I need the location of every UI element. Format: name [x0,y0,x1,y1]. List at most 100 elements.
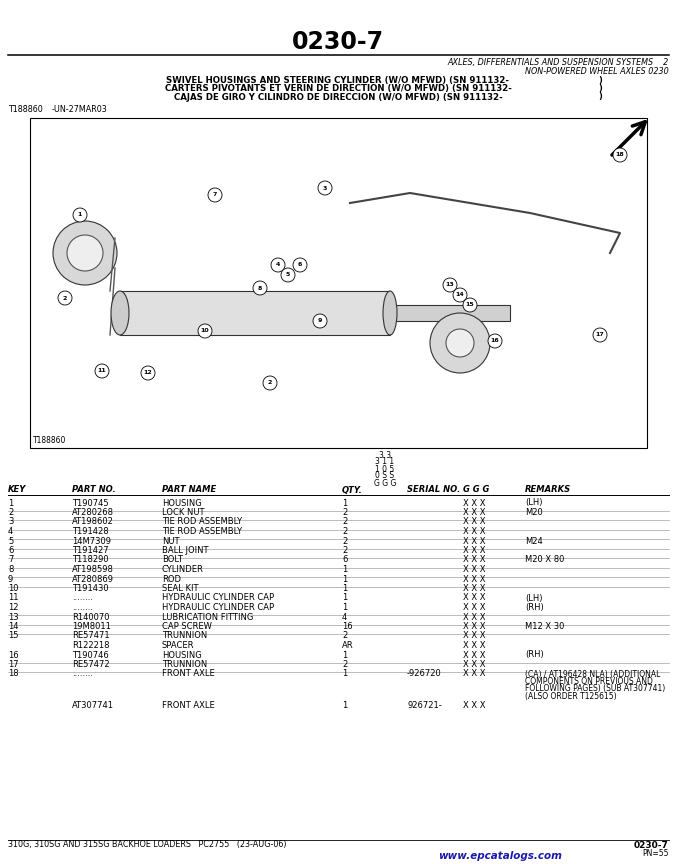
Text: G G G: G G G [463,486,489,494]
Text: X X X: X X X [463,508,485,517]
Text: 1 0 5: 1 0 5 [375,465,395,473]
Text: 2: 2 [8,508,14,517]
Text: 3: 3 [323,186,327,190]
Text: 12: 12 [144,371,152,376]
Text: 15: 15 [8,632,18,640]
Text: TRUNNION: TRUNNION [162,660,207,669]
Text: SEAL KIT: SEAL KIT [162,584,198,593]
Ellipse shape [383,291,397,335]
Text: 7: 7 [213,193,217,198]
Circle shape [453,288,467,302]
Text: 2: 2 [342,537,347,545]
Text: 17: 17 [8,660,19,669]
Text: 17: 17 [596,333,605,338]
Text: 4: 4 [8,527,14,536]
Circle shape [95,364,109,378]
Text: 10: 10 [200,328,209,334]
Text: 14M7309: 14M7309 [72,537,111,545]
Text: 5: 5 [286,272,290,277]
Text: X X X: X X X [463,499,485,507]
Text: X X X: X X X [463,537,485,545]
Text: T190745: T190745 [72,499,108,507]
Text: X X X: X X X [463,651,485,659]
Text: X X X: X X X [463,575,485,583]
Text: RE57472: RE57472 [72,660,110,669]
Text: X X X: X X X [463,556,485,564]
Text: FRONT AXLE: FRONT AXLE [162,670,215,678]
Text: www.epcatalogs.com: www.epcatalogs.com [438,851,562,861]
Text: NUT: NUT [162,537,179,545]
Text: X X X: X X X [463,518,485,526]
Text: QTY.: QTY. [342,486,363,494]
Text: ): ) [598,84,602,93]
Text: 1: 1 [8,499,14,507]
Circle shape [593,328,607,342]
Bar [30,118,647,448]
Text: AT198602: AT198602 [72,518,114,526]
Text: NON-POWERED WHEEL AXLES 0230: NON-POWERED WHEEL AXLES 0230 [525,67,669,75]
Text: 16: 16 [8,651,19,659]
Text: PART NO.: PART NO. [72,486,116,494]
Text: 8: 8 [8,565,14,574]
Text: 11: 11 [8,594,18,602]
Circle shape [313,314,327,328]
Text: REMARKS: REMARKS [525,486,571,494]
Text: 11: 11 [97,369,106,373]
Text: AXLES, DIFFERENTIALS AND SUSPENSION SYSTEMS    2: AXLES, DIFFERENTIALS AND SUSPENSION SYST… [447,58,669,67]
Text: T191427: T191427 [72,546,108,555]
Circle shape [73,208,87,222]
Circle shape [208,188,222,202]
Text: X X X: X X X [463,603,485,612]
Text: 18: 18 [8,670,19,678]
Text: FOLLOWING PAGES) (SUB AT307741): FOLLOWING PAGES) (SUB AT307741) [525,684,665,694]
Text: (LH): (LH) [525,594,542,602]
Text: 0230-7: 0230-7 [634,841,669,849]
Text: ........: ........ [72,670,93,678]
Circle shape [613,148,627,162]
Text: 14: 14 [8,622,18,631]
Text: 310G, 310SG AND 315SG BACKHOE LOADERS   PC2755   (23-AUG-06): 310G, 310SG AND 315SG BACKHOE LOADERS PC… [8,841,286,849]
Text: 1: 1 [342,584,347,593]
Text: 0230-7: 0230-7 [292,30,384,54]
Text: (ALSO ORDER T125615): (ALSO ORDER T125615) [525,692,617,701]
Text: R140070: R140070 [72,613,110,621]
Text: ): ) [598,92,602,101]
Text: 2: 2 [342,632,347,640]
Text: G G G: G G G [374,479,396,487]
Circle shape [141,366,155,380]
Text: M24: M24 [525,537,543,545]
Circle shape [430,313,490,373]
Text: M12 X 30: M12 X 30 [525,622,565,631]
Text: 13: 13 [445,283,454,288]
Text: 1: 1 [342,565,347,574]
Text: R122218: R122218 [72,641,110,650]
Text: AT198598: AT198598 [72,565,114,574]
Text: X X X: X X X [463,584,485,593]
Text: 3 1 1: 3 1 1 [376,458,395,467]
Text: 5: 5 [8,537,14,545]
Text: X X X: X X X [463,670,485,678]
Circle shape [463,298,477,312]
Text: 2: 2 [342,660,347,669]
Text: T190746: T190746 [72,651,109,659]
Text: 3 3: 3 3 [379,450,391,460]
Text: KEY: KEY [8,486,26,494]
Text: AR: AR [342,641,353,650]
Text: 7: 7 [8,556,14,564]
Text: 6: 6 [342,556,347,564]
Text: 4: 4 [342,613,347,621]
Bar [120,291,390,335]
Text: RE57471: RE57471 [72,632,110,640]
Text: 12: 12 [8,603,18,612]
Text: TRUNNION: TRUNNION [162,632,207,640]
Text: 3: 3 [8,518,14,526]
Text: M20: M20 [525,508,543,517]
Text: X X X: X X X [463,565,485,574]
Text: 1: 1 [342,702,347,710]
Text: 1: 1 [342,575,347,583]
Circle shape [488,334,502,348]
Text: CYLINDER: CYLINDER [162,565,204,574]
Text: T188860: T188860 [8,105,43,113]
Circle shape [263,376,277,390]
Circle shape [253,281,267,295]
